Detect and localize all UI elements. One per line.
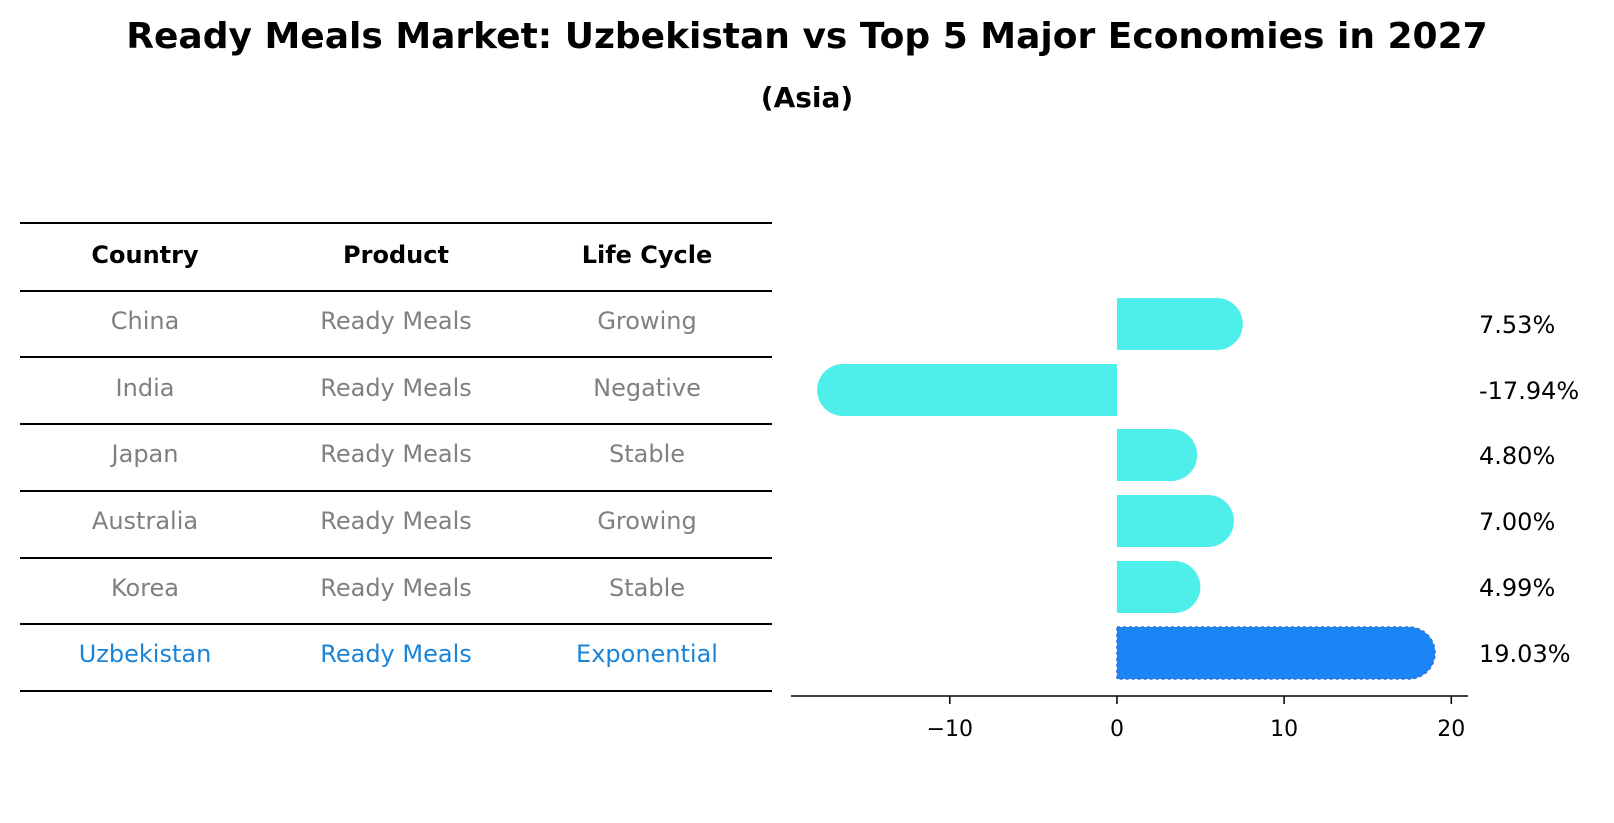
bar-korea (1116, 561, 1201, 613)
table-cell: Ready Meals (320, 374, 472, 402)
table-cell: Ready Meals (320, 440, 472, 468)
table-rule (20, 623, 772, 625)
table-cell: Ready Meals (320, 574, 472, 602)
table-cell-highlight: Ready Meals (320, 640, 472, 668)
table-rule (20, 356, 772, 358)
table-cell: China (110, 307, 180, 335)
table-rule (20, 222, 772, 224)
table-rule (20, 290, 772, 292)
x-tick-label: −10 (927, 717, 973, 742)
table-rule (20, 490, 772, 492)
table-header-cell: Product (343, 241, 449, 269)
table-cell: Stable (608, 574, 686, 602)
table-cell: Stable (608, 440, 686, 468)
table-cell: Negative (593, 374, 701, 402)
table-cell: Ready Meals (320, 507, 472, 535)
table-cell: Australia (91, 507, 199, 535)
chart-subtitle: (Asia) (760, 81, 854, 114)
table-cell: Ready Meals (320, 307, 472, 335)
value-label: 4.80% (1479, 442, 1555, 470)
table-cell: Korea (110, 574, 180, 602)
table-header-cell: Country (91, 241, 199, 269)
value-label: -17.94% (1479, 377, 1579, 405)
value-label: 4.99% (1479, 574, 1555, 602)
table-rule (20, 690, 772, 692)
table-rule (20, 557, 772, 559)
x-tick-label: 10 (1270, 717, 1298, 742)
bar-australia (1116, 495, 1234, 547)
table-cell: India (115, 374, 175, 402)
table-header-cell: Life Cycle (581, 241, 713, 269)
table-rule (20, 423, 772, 425)
table-cell: Growing (597, 307, 697, 335)
x-tick-label: 20 (1437, 717, 1465, 742)
value-label: 7.00% (1479, 508, 1555, 536)
value-label: 7.53% (1479, 311, 1555, 339)
value-label: 19.03% (1479, 640, 1571, 668)
table-cell-highlight: Uzbekistan (78, 640, 212, 668)
table-cell-highlight: Exponential (576, 640, 718, 668)
x-tick-label: 0 (1110, 717, 1124, 742)
bar-japan (1116, 429, 1198, 481)
table-cell: Japan (111, 440, 179, 468)
bar-india (817, 364, 1117, 416)
chart-title: Ready Meals Market: Uzbekistan vs Top 5 … (126, 16, 1488, 57)
table-cell: Growing (597, 507, 697, 535)
bar-uzbekistan (1116, 626, 1436, 680)
bar-china (1116, 298, 1243, 350)
